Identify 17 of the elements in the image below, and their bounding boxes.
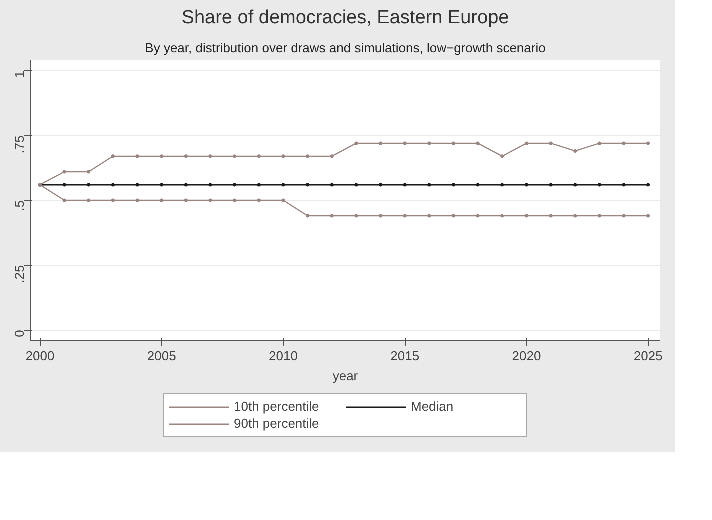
chart-title: Share of democracies, Eastern Europe (182, 8, 510, 28)
y-tick-label: 0 (12, 330, 27, 338)
x-tick-label: 2025 (634, 348, 663, 364)
legend-label: 10th percentile (234, 399, 320, 414)
y-tick-label: .75 (12, 136, 27, 154)
x-tick-label: 2020 (512, 348, 542, 364)
x-tick-label: 2000 (26, 348, 55, 364)
x-axis-title: year (332, 368, 359, 384)
y-tick-label: 1 (12, 70, 27, 78)
x-tick-label: 2015 (390, 348, 420, 364)
y-tick-label: .25 (12, 265, 27, 284)
chart-subtitle: By year, distribution over draws and simulations, low−growth scenario (145, 40, 546, 56)
y-tick-label: .5 (12, 200, 27, 212)
x-tick-label: 2010 (269, 348, 298, 364)
legend-label: 90th percentile (234, 416, 320, 431)
x-tick-label: 2005 (147, 348, 176, 364)
legend-label: Median (411, 399, 455, 414)
